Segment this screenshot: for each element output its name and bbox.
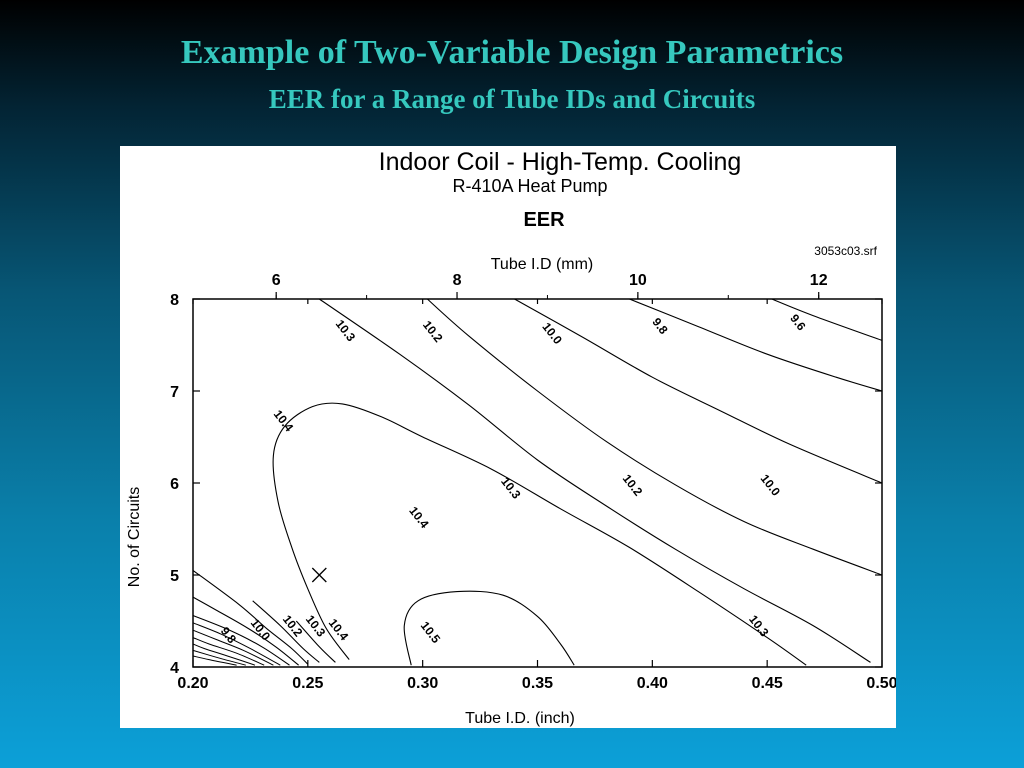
contour-line-inner — [192, 637, 265, 666]
x-tick-label: 0.45 — [752, 675, 783, 692]
contour-line — [192, 569, 309, 665]
x-axis-label: Tube I.D. (inch) — [465, 710, 575, 727]
contour-label: 9.6 — [787, 311, 809, 333]
slide-title: Example of Two-Variable Design Parametri… — [180, 34, 844, 71]
contour-label: 10.5 — [418, 619, 444, 646]
contour-line — [771, 298, 883, 341]
chart-title: Indoor Coil - High-Temp. Cooling — [379, 148, 742, 176]
top-tick-label: 8 — [453, 272, 462, 289]
contour-line — [192, 596, 299, 666]
contour-line-inner — [192, 629, 274, 666]
chart-panel: Indoor Coil - High-Temp. Cooling R-410A … — [120, 146, 896, 728]
contour-label: 10.4 — [326, 616, 352, 643]
contour-label: 10.2 — [620, 472, 646, 499]
x-tick-label: 0.25 — [292, 675, 323, 692]
contour-label: 10.3 — [498, 474, 524, 501]
top-axis-label: Tube I.D (mm) — [491, 256, 594, 273]
y-tick-label: 4 — [170, 660, 179, 677]
y-tick-label: 7 — [170, 384, 179, 401]
contour-line — [426, 298, 883, 576]
y-tick-label: 5 — [170, 568, 179, 585]
contour-label: 10.4 — [406, 504, 432, 531]
contour-label: 9.8 — [649, 315, 671, 337]
contour-line — [318, 298, 871, 663]
chart-metric-label: EER — [523, 209, 565, 231]
contour-label: 10.4 — [271, 407, 297, 434]
chart-file-tag: 3053c03.srf — [814, 244, 877, 258]
y-tick-label: 6 — [170, 476, 179, 493]
contour-line-inner — [192, 622, 281, 666]
y-axis-label: No. of Circuits — [126, 487, 143, 587]
x-tick-label: 0.50 — [866, 675, 896, 692]
top-tick-label: 6 — [272, 272, 281, 289]
contour-label: 10.3 — [303, 612, 329, 639]
contour-line — [629, 298, 883, 392]
contour-line — [295, 620, 336, 663]
chart-subtitle: R-410A Heat Pump — [452, 176, 607, 196]
contour-label: 10.3 — [333, 317, 359, 344]
x-tick-label: 0.30 — [407, 675, 438, 692]
contour-line-inner — [192, 649, 246, 666]
contour-chart: Indoor Coil - High-Temp. Cooling R-410A … — [126, 148, 896, 727]
top-tick-label: 12 — [810, 272, 828, 289]
contour-line — [192, 614, 290, 666]
contour-line — [272, 402, 807, 666]
x-tick-label: 0.40 — [637, 675, 668, 692]
contour-label: 10.2 — [280, 612, 306, 639]
design-point-marker — [311, 567, 327, 583]
contour-label: 9.8 — [218, 624, 240, 646]
contour-label: 10.0 — [248, 616, 274, 643]
contour-line-inner — [192, 643, 256, 666]
contour-line — [403, 590, 575, 666]
contour-label: 10.0 — [539, 320, 565, 347]
contour-line — [514, 298, 883, 484]
top-tick-label: 10 — [629, 272, 647, 289]
x-tick-label: 0.20 — [177, 675, 208, 692]
slide-subtitle: EER for a Range of Tube IDs and Circuits — [268, 84, 756, 114]
y-tick-label: 8 — [170, 292, 179, 309]
contour-label: 10.0 — [758, 472, 784, 499]
contour-line — [252, 600, 320, 663]
x-tick-label: 0.35 — [522, 675, 553, 692]
contour-label: 10.2 — [420, 318, 446, 345]
contour-line-inner — [192, 655, 237, 666]
